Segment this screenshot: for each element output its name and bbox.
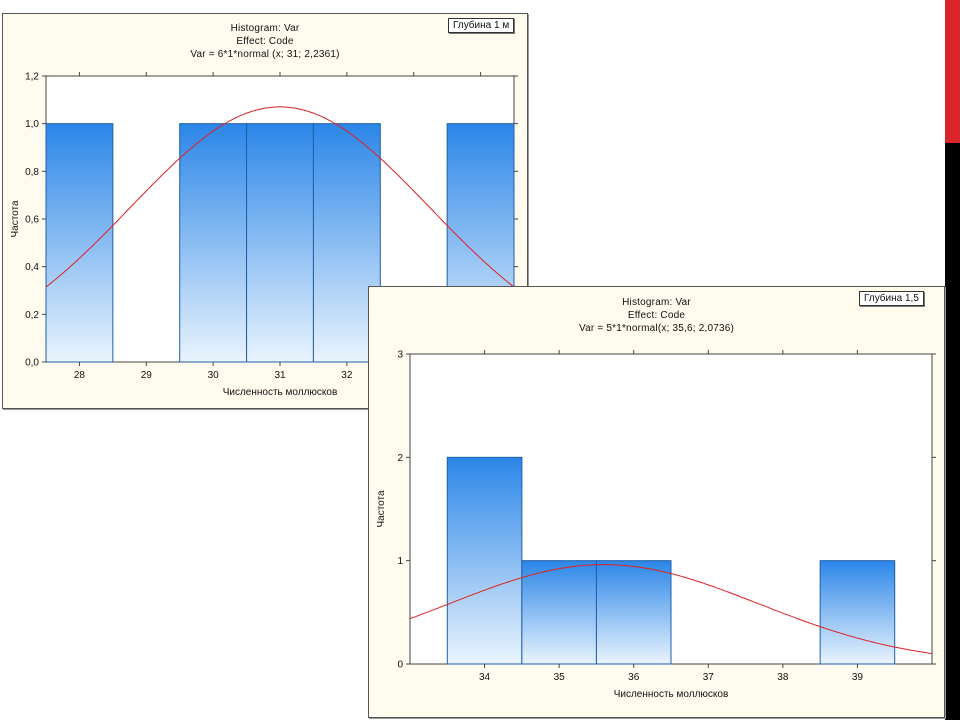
histogram-plot: 0 1 2 3 34 35 36 37 38 39 Численность моллюсков Час… — [376, 350, 936, 700]
y-tick-label: 0,2 — [25, 310, 39, 321]
x-axis-label: Численность моллюсков — [614, 689, 729, 700]
x-tick-label: 35 — [554, 672, 566, 683]
chart-title: Histogram: Var — [622, 297, 691, 308]
y-tick-label: 3 — [397, 350, 403, 361]
histogram-panel-depth-1-5: Histogram: Var Effect: Code Var = 5*1*no… — [368, 286, 945, 718]
chart-formula: Var = 5*1*normal(x; 35,6; 2,0736) — [578, 323, 735, 334]
chart-subtitle: Effect: Code — [627, 310, 686, 321]
histogram-panel-depth-1: Histogram: Var Effect: Code Var = 6*1*no… — [2, 13, 528, 409]
y-tick-label: 0,6 — [25, 215, 39, 226]
normal-fit-curve — [46, 106, 514, 288]
x-tick-label: 38 — [777, 672, 789, 683]
histogram-bar — [819, 560, 896, 665]
legend-box: Глубина 1,5 — [859, 291, 924, 306]
decorative-red-strip — [945, 0, 960, 143]
y-tick-label: 0,0 — [25, 358, 39, 369]
y-tick-label: 1,0 — [25, 119, 39, 130]
y-axis-label: Частота — [10, 200, 21, 238]
histogram-bar — [246, 123, 314, 363]
histogram-bar — [45, 123, 114, 363]
chart-title: Histogram: Var — [230, 23, 300, 34]
chart-formula: Var = 6*1*normal (x; 31; 2,2361) — [190, 49, 340, 60]
x-axis-label: Численность моллюсков — [223, 387, 338, 398]
y-tick-label: 0,8 — [25, 167, 39, 178]
histogram-bar — [179, 123, 248, 363]
histogram-plot: 0,00,20,40,60,81,01,228293031323334Числе… — [10, 72, 518, 398]
histogram-bar — [446, 456, 523, 665]
y-tick-label: 2 — [397, 453, 403, 464]
chart-subtitle: Effect: Code — [236, 36, 294, 47]
x-tick-label: 31 — [274, 370, 286, 381]
histogram-bar — [595, 560, 672, 665]
x-tick-label: 30 — [208, 370, 220, 381]
x-tick-label: 29 — [141, 370, 153, 381]
normal-fit-curve — [410, 564, 932, 654]
y-tick-label: 1,2 — [25, 72, 39, 83]
y-tick-label: 1 — [397, 556, 403, 567]
y-tick-label: 0 — [397, 660, 403, 671]
y-axis-label: Частота — [376, 490, 387, 528]
chart-titles: Histogram: Var Effect: Code Var = 5*1*no… — [369, 296, 944, 335]
chart-titles: Histogram: Var Effect: Code Var = 6*1*no… — [3, 22, 527, 61]
x-tick-label: 37 — [703, 672, 715, 683]
legend-box: Глубина 1 м — [448, 18, 515, 33]
y-tick-label: 0,4 — [25, 262, 39, 273]
histogram-bar — [521, 560, 597, 665]
x-tick-label: 39 — [852, 672, 864, 683]
x-tick-label: 34 — [479, 672, 491, 683]
x-tick-label: 28 — [74, 370, 86, 381]
decorative-black-strip — [945, 143, 960, 720]
x-tick-label: 32 — [341, 370, 353, 381]
x-tick-label: 36 — [628, 672, 640, 683]
